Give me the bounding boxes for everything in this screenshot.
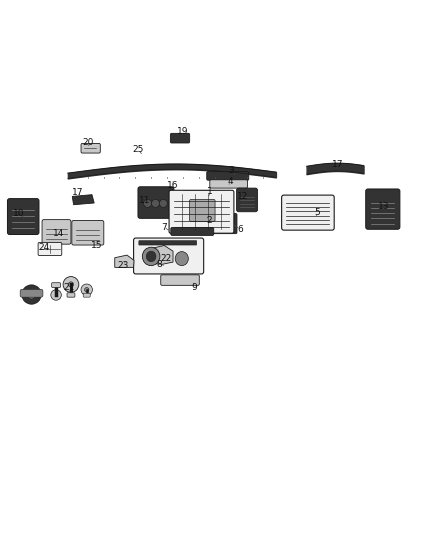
FancyBboxPatch shape: [81, 143, 100, 153]
FancyBboxPatch shape: [7, 199, 39, 235]
FancyBboxPatch shape: [38, 243, 62, 255]
FancyBboxPatch shape: [282, 195, 334, 230]
Text: 2: 2: [207, 216, 212, 225]
Circle shape: [68, 282, 74, 287]
Text: 7: 7: [161, 223, 167, 231]
Circle shape: [27, 290, 36, 299]
FancyBboxPatch shape: [134, 238, 204, 274]
Text: 1: 1: [207, 187, 213, 196]
FancyBboxPatch shape: [184, 191, 217, 201]
FancyBboxPatch shape: [171, 228, 214, 236]
Text: 4: 4: [228, 176, 233, 185]
Text: 23: 23: [118, 261, 129, 270]
Circle shape: [152, 199, 159, 207]
Text: 12: 12: [237, 192, 248, 201]
Text: 9: 9: [191, 282, 197, 292]
Circle shape: [85, 287, 89, 292]
Circle shape: [22, 285, 41, 304]
Text: 14: 14: [53, 229, 64, 238]
FancyBboxPatch shape: [72, 221, 104, 245]
FancyBboxPatch shape: [170, 133, 190, 143]
Ellipse shape: [175, 252, 188, 265]
Text: 25: 25: [133, 146, 144, 155]
FancyBboxPatch shape: [207, 172, 249, 180]
Text: 11: 11: [139, 196, 150, 205]
FancyBboxPatch shape: [186, 197, 219, 224]
FancyBboxPatch shape: [138, 187, 174, 219]
Text: 24: 24: [38, 243, 49, 252]
Polygon shape: [72, 195, 94, 205]
Circle shape: [51, 290, 61, 300]
FancyBboxPatch shape: [52, 282, 60, 287]
Polygon shape: [149, 246, 173, 264]
FancyBboxPatch shape: [67, 293, 75, 297]
Circle shape: [144, 199, 152, 207]
Text: 21: 21: [63, 284, 74, 293]
Text: 3: 3: [228, 166, 234, 175]
Text: 8: 8: [156, 260, 162, 269]
Text: 15: 15: [91, 240, 102, 249]
Ellipse shape: [146, 251, 156, 262]
Polygon shape: [115, 255, 134, 268]
FancyBboxPatch shape: [366, 189, 400, 229]
Text: 13: 13: [378, 201, 390, 211]
Text: 17: 17: [332, 159, 343, 168]
Ellipse shape: [142, 247, 160, 265]
Circle shape: [63, 277, 79, 292]
Circle shape: [81, 284, 92, 295]
Text: 17: 17: [72, 188, 84, 197]
FancyBboxPatch shape: [20, 289, 43, 297]
FancyBboxPatch shape: [42, 220, 71, 244]
FancyBboxPatch shape: [139, 241, 197, 245]
FancyBboxPatch shape: [210, 180, 247, 188]
FancyBboxPatch shape: [190, 199, 215, 221]
FancyBboxPatch shape: [169, 190, 234, 233]
FancyBboxPatch shape: [237, 188, 258, 212]
Text: 10: 10: [13, 209, 25, 219]
FancyBboxPatch shape: [161, 275, 199, 285]
Text: 19: 19: [177, 127, 189, 136]
Text: 5: 5: [314, 208, 321, 217]
Text: 20: 20: [82, 138, 93, 147]
Circle shape: [159, 199, 167, 207]
FancyBboxPatch shape: [213, 214, 237, 233]
Text: 16: 16: [167, 181, 179, 190]
FancyBboxPatch shape: [83, 293, 90, 297]
Text: 6: 6: [237, 225, 243, 234]
Text: 22: 22: [160, 254, 171, 263]
